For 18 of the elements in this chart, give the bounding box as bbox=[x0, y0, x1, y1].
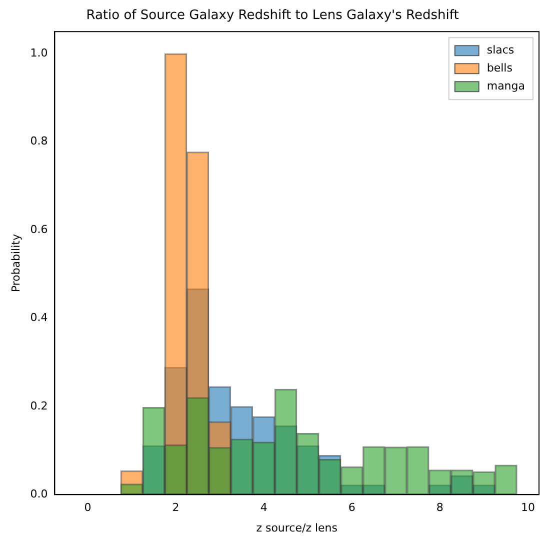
x-tick-label: 8 bbox=[436, 501, 444, 514]
x-axis-title: z source/z lens bbox=[256, 521, 338, 534]
chart-title: Ratio of Source Galaxy Redshift to Lens Galaxy's Redshift bbox=[86, 8, 459, 24]
x-tick-label: 4 bbox=[260, 501, 268, 514]
legend-label: manga bbox=[486, 79, 526, 92]
y-tick-label: 0.6 bbox=[30, 222, 48, 236]
y-tick-label: 0.0 bbox=[30, 487, 48, 500]
x-tick-label: 6 bbox=[348, 501, 356, 514]
x-tick-label: 2 bbox=[172, 501, 180, 514]
x-tick-label: 0 bbox=[84, 501, 92, 514]
legend-label: slacs bbox=[486, 43, 514, 56]
y-tick-label: 0.4 bbox=[30, 311, 48, 324]
y-tick-label: 0.8 bbox=[30, 134, 48, 148]
y-tick-label: 0.2 bbox=[30, 399, 48, 412]
y-axis-title: Probability bbox=[9, 234, 22, 292]
legend-label: bells bbox=[486, 61, 513, 74]
y-tick-label: 1.0 bbox=[30, 46, 48, 60]
x-tick-label: 10 bbox=[520, 501, 535, 514]
